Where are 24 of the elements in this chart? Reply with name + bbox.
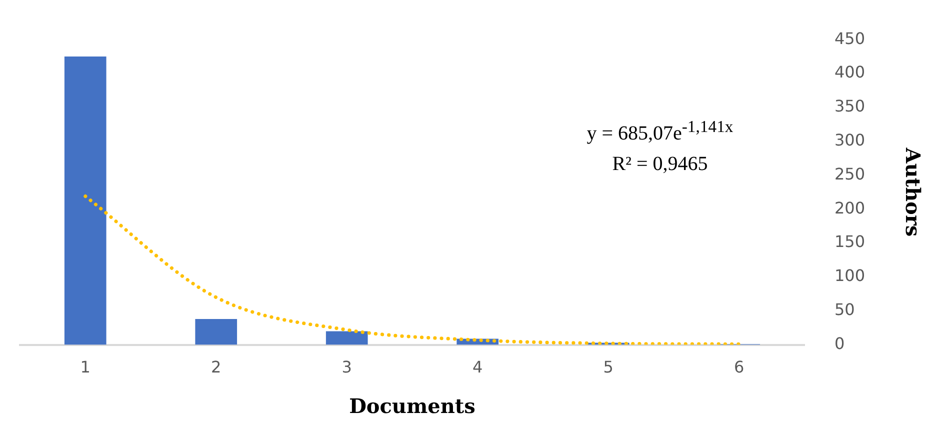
- x-tick-label: 1: [80, 358, 90, 377]
- line-series: [84, 194, 741, 345]
- bar: [64, 56, 106, 345]
- x-axis-title: Documents: [349, 394, 476, 418]
- y-tick-label: 50: [834, 300, 855, 320]
- y-tick-label: 0: [834, 334, 845, 353]
- x-tick-label: 5: [603, 358, 614, 377]
- y-axis-title: Authors: [900, 146, 925, 237]
- annotation: y = 685,07e$^{-1,141x}$: [586, 116, 734, 147]
- x-tick-label: 3: [342, 358, 352, 377]
- bar: [195, 319, 238, 345]
- x-tick-label: 4: [472, 358, 483, 377]
- y-tick-label: 350: [834, 96, 866, 116]
- y-tick-label: 250: [834, 164, 866, 184]
- y-tick-label: 100: [834, 266, 866, 286]
- y-tick-label: 400: [834, 62, 866, 82]
- y-tick-label: 200: [834, 198, 866, 218]
- y-tick-label: 300: [834, 130, 866, 150]
- y-tick-label: 450: [834, 28, 866, 48]
- x-tick-label: 6: [734, 358, 744, 377]
- x-tick-label: 2: [211, 358, 222, 377]
- y-tick-label: 150: [834, 232, 866, 252]
- bar: [326, 331, 368, 345]
- annotation: R² = 0,9465: [611, 152, 709, 177]
